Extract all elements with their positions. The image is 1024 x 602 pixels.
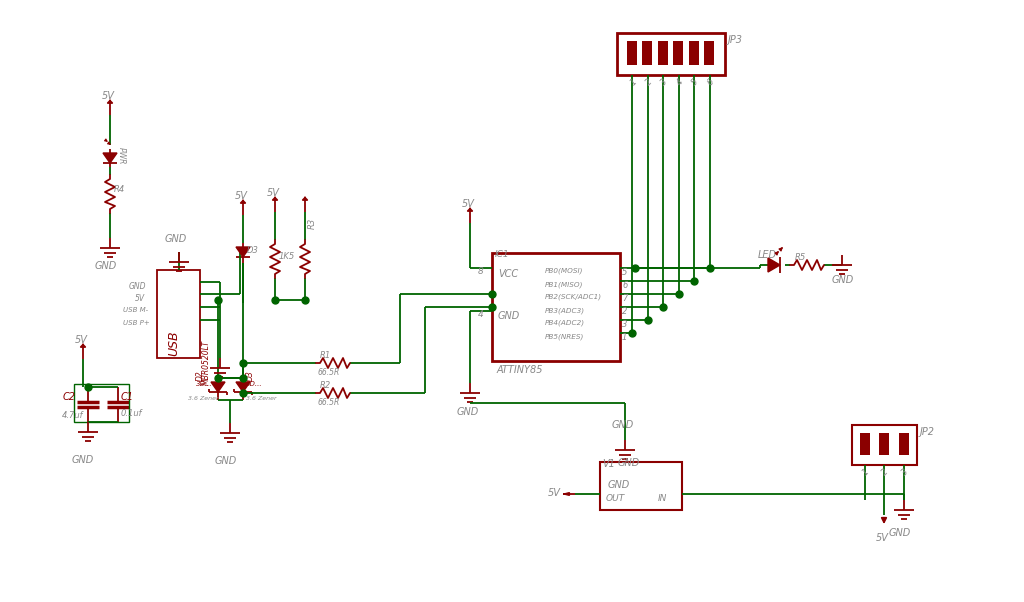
Text: GND: GND — [95, 261, 118, 271]
Text: 6: 6 — [622, 281, 628, 290]
Text: 5V: 5V — [548, 488, 561, 498]
Text: C2: C2 — [63, 392, 76, 402]
Bar — [658, 41, 668, 65]
Text: 1: 1 — [861, 467, 871, 477]
Text: 0.1uf: 0.1uf — [121, 409, 142, 418]
Text: 5V: 5V — [267, 188, 280, 198]
Bar — [157, 270, 200, 358]
Text: JP2: JP2 — [920, 427, 935, 437]
Text: V1: V1 — [602, 459, 614, 469]
Text: R5: R5 — [795, 253, 806, 262]
Polygon shape — [103, 153, 117, 163]
Text: VCC: VCC — [498, 269, 518, 279]
Text: 5V: 5V — [75, 335, 88, 345]
Text: 2: 2 — [644, 77, 654, 87]
Text: GND: GND — [831, 275, 854, 285]
Text: R4: R4 — [114, 185, 125, 194]
Text: PB4(ADC2): PB4(ADC2) — [545, 320, 585, 326]
Text: 4.7uf: 4.7uf — [62, 411, 84, 420]
Text: GND: GND — [608, 480, 630, 490]
Text: GND: GND — [612, 420, 634, 430]
Text: USB M-: USB M- — [123, 307, 148, 313]
Text: LED: LED — [758, 250, 777, 260]
Text: 3D...: 3D... — [246, 381, 262, 387]
Text: 3: 3 — [622, 320, 628, 329]
Text: D2: D2 — [196, 370, 205, 380]
Polygon shape — [768, 258, 780, 272]
Text: 2: 2 — [880, 467, 890, 477]
Bar — [879, 433, 889, 455]
Text: PB0(MOSI): PB0(MOSI) — [545, 268, 584, 275]
Text: 3: 3 — [659, 77, 670, 87]
Text: PB2(SCK/ADC1): PB2(SCK/ADC1) — [545, 294, 602, 300]
Text: GND: GND — [618, 458, 640, 468]
Text: 3D...: 3D... — [196, 381, 213, 387]
Text: IN: IN — [658, 494, 668, 503]
Text: OUT: OUT — [606, 494, 626, 503]
Text: GND: GND — [72, 455, 94, 465]
Text: R1: R1 — [319, 351, 331, 360]
Bar — [689, 41, 699, 65]
Text: 5V: 5V — [102, 91, 115, 101]
Text: 6: 6 — [706, 77, 716, 87]
Text: 5V: 5V — [135, 294, 145, 303]
Text: PB1(MISO): PB1(MISO) — [545, 281, 584, 288]
Text: PWR: PWR — [117, 147, 126, 164]
Bar — [860, 433, 870, 455]
Text: 4: 4 — [478, 310, 483, 319]
Bar — [852, 425, 918, 465]
Bar — [899, 433, 909, 455]
Text: GND: GND — [129, 282, 146, 291]
Text: ATTINY85: ATTINY85 — [497, 365, 544, 375]
Text: D3: D3 — [247, 246, 259, 255]
Text: PB5(NRES): PB5(NRES) — [545, 333, 585, 340]
Text: GND: GND — [498, 311, 520, 321]
Text: 1: 1 — [622, 333, 628, 342]
Polygon shape — [236, 247, 250, 257]
Text: 5V: 5V — [462, 199, 475, 209]
Text: 4: 4 — [675, 77, 685, 87]
Text: JP3: JP3 — [728, 35, 743, 45]
Text: PB3(ADC3): PB3(ADC3) — [545, 307, 585, 314]
Text: 3.6 Zener: 3.6 Zener — [246, 396, 276, 401]
Text: 3: 3 — [900, 467, 910, 477]
Text: GND: GND — [457, 407, 479, 417]
Text: R3: R3 — [308, 218, 317, 229]
Text: 3.6 Zener: 3.6 Zener — [188, 396, 219, 401]
Text: 1K5: 1K5 — [279, 252, 295, 261]
Text: GND: GND — [165, 234, 187, 244]
Bar — [673, 41, 683, 65]
Bar — [617, 33, 725, 75]
Text: MBR0520LT: MBR0520LT — [202, 340, 211, 385]
Polygon shape — [211, 382, 225, 392]
Text: 66.5R: 66.5R — [318, 368, 340, 377]
Text: 5: 5 — [690, 77, 700, 87]
Text: USB P+: USB P+ — [123, 320, 150, 326]
Bar — [627, 41, 637, 65]
Text: 5V: 5V — [876, 533, 889, 543]
Bar — [642, 41, 652, 65]
Text: GND: GND — [889, 528, 911, 538]
Text: 1: 1 — [629, 77, 639, 87]
Text: R2: R2 — [319, 381, 331, 390]
Text: C1: C1 — [121, 392, 134, 402]
Text: 7: 7 — [622, 294, 628, 303]
Bar — [74, 384, 129, 422]
Text: IC1: IC1 — [495, 250, 510, 259]
Bar — [705, 41, 714, 65]
Text: GND: GND — [215, 456, 238, 466]
Bar — [492, 253, 620, 361]
Text: D3: D3 — [246, 370, 255, 380]
Text: 66.5R: 66.5R — [318, 398, 340, 407]
Text: 5V: 5V — [234, 191, 248, 201]
Bar — [600, 462, 682, 510]
Text: 5: 5 — [622, 268, 628, 277]
Text: 2: 2 — [622, 307, 628, 316]
Polygon shape — [236, 382, 250, 392]
Text: USB: USB — [167, 330, 180, 356]
Text: 8: 8 — [478, 267, 483, 276]
